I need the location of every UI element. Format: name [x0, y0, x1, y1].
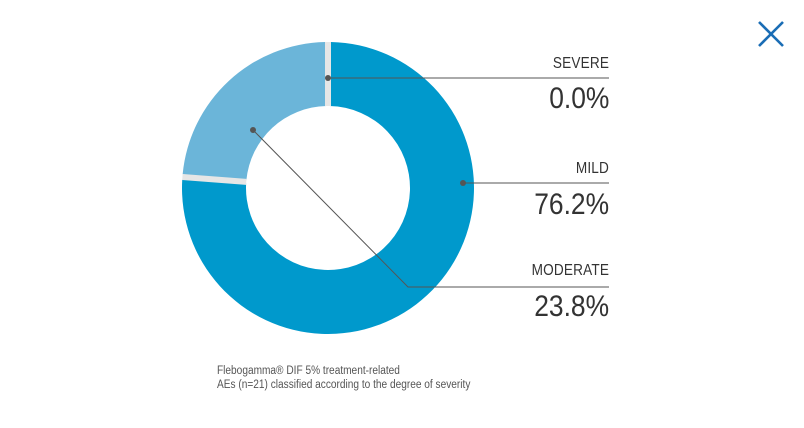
slice-separator	[182, 174, 247, 185]
close-button[interactable]	[754, 17, 788, 51]
label-severe-value: 0.0%	[548, 82, 609, 115]
chart-caption: Flebogamma® DIF 5% treatment-related AEs…	[217, 364, 534, 392]
slice-mild	[181, 42, 474, 335]
leader-mild-dot	[460, 180, 466, 186]
leader-moderate	[252, 129, 609, 288]
label-severe-name: SEVERE	[552, 55, 609, 72]
label-moderate-value: 23.8%	[534, 290, 609, 323]
leader-moderate-dot	[250, 127, 256, 133]
leader-severe-dot	[325, 75, 331, 81]
slice-moderate	[182, 42, 327, 181]
label-mild-name: MILD	[575, 160, 609, 177]
label-mild-value: 76.2%	[534, 188, 609, 221]
caption-line-2: AEs (n=21) classified according to the d…	[217, 379, 471, 391]
close-x-icon	[758, 21, 784, 47]
caption-line-1: Flebogamma® DIF 5% treatment-related	[217, 365, 400, 377]
label-moderate-name: MODERATE	[531, 262, 609, 279]
